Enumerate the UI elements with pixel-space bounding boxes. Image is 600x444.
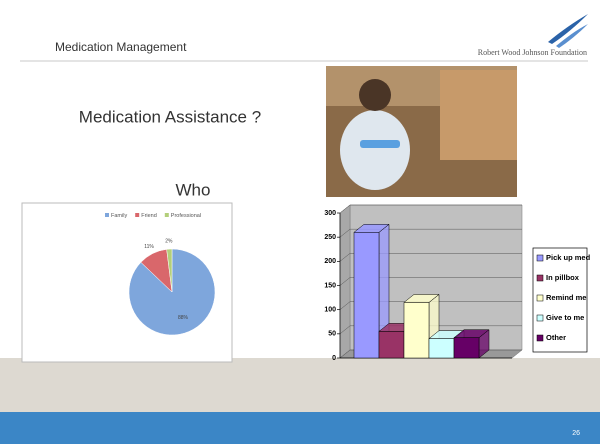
pie-label: 11% — [144, 244, 154, 250]
legend-swatch — [165, 213, 169, 217]
bar — [454, 338, 479, 358]
legend-label: In pillbox — [546, 273, 580, 282]
legend-label: Other — [546, 333, 566, 342]
legend-swatch — [537, 335, 543, 341]
bar — [429, 339, 454, 358]
footer-bar — [0, 412, 600, 444]
y-tick-label: 50 — [328, 331, 336, 338]
legend-label: Give to me — [546, 313, 584, 322]
legend-swatch — [537, 295, 543, 301]
legend-swatch — [135, 213, 139, 217]
legend-swatch — [537, 275, 543, 281]
legend-label: Family — [111, 213, 127, 219]
slide-title: Medication Assistance ? — [79, 107, 261, 126]
photo — [326, 66, 517, 197]
pie-label: 88% — [178, 315, 189, 321]
y-tick-label: 0 — [332, 355, 336, 362]
page-number: 26 — [572, 430, 580, 437]
legend-label: Professional — [171, 213, 201, 219]
lower-band — [0, 358, 600, 412]
legend-label: Remind me — [546, 293, 586, 302]
legend-swatch — [537, 255, 543, 261]
slide: Medication Management Robert Wood Johnso… — [0, 0, 600, 444]
bar — [379, 331, 404, 358]
slide-subtitle: Who — [176, 180, 211, 199]
y-tick-label: 100 — [324, 307, 336, 314]
header-title: Medication Management — [55, 40, 187, 54]
legend-label: Friend — [141, 213, 157, 219]
y-tick-label: 300 — [324, 210, 336, 217]
legend-swatch — [105, 213, 109, 217]
bar — [404, 302, 429, 358]
y-tick-label: 250 — [324, 234, 336, 241]
logo-text: Robert Wood Johnson Foundation — [478, 48, 587, 57]
y-tick-label: 200 — [324, 258, 336, 265]
y-tick-label: 150 — [324, 282, 336, 289]
legend-label: Pick up med — [546, 253, 591, 262]
bar — [354, 232, 379, 358]
legend-swatch — [537, 315, 543, 321]
pie-label: 2% — [165, 238, 173, 244]
